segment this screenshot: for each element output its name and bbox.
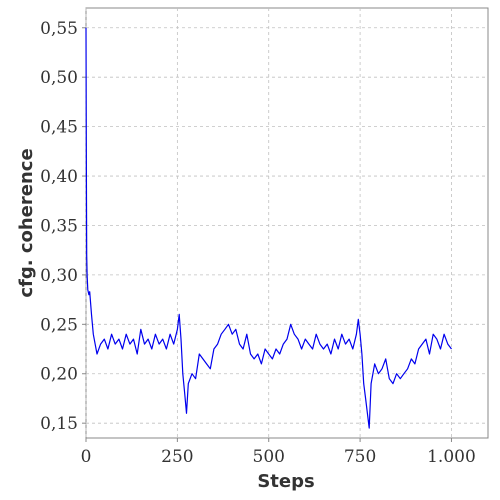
y-tick-label: 0,20: [40, 365, 78, 385]
x-tick-label: 500: [253, 447, 285, 467]
y-tick-label: 0,25: [40, 315, 78, 335]
y-tick-label: 0,30: [40, 266, 78, 286]
y-tick-label: 0,15: [40, 414, 78, 434]
y-tick-label: 0,50: [40, 68, 78, 88]
y-tick-label: 0,45: [40, 118, 78, 138]
x-axis-title: Steps: [257, 471, 314, 492]
coherence-series-line: [85, 27, 452, 429]
axis-ticks: 0,15 0,20 0,25 0,30 0,35 0,40 0,45 0,50 0,55 0 250…: [40, 19, 476, 467]
y-tick-label: 0,35: [40, 216, 78, 236]
x-tick-label: 750: [344, 447, 376, 467]
y-tick-label: 0,40: [40, 167, 78, 187]
grid: [85, 8, 488, 438]
x-tick-label: 1.000: [427, 447, 476, 467]
y-tick-label: 0,55: [40, 19, 78, 39]
y-axis-title: cfg. coherence: [16, 148, 37, 297]
x-tick-label: 0: [81, 447, 92, 467]
series-group: [85, 27, 452, 429]
plot-frame: [85, 7, 489, 439]
x-tick-label: 250: [161, 447, 193, 467]
